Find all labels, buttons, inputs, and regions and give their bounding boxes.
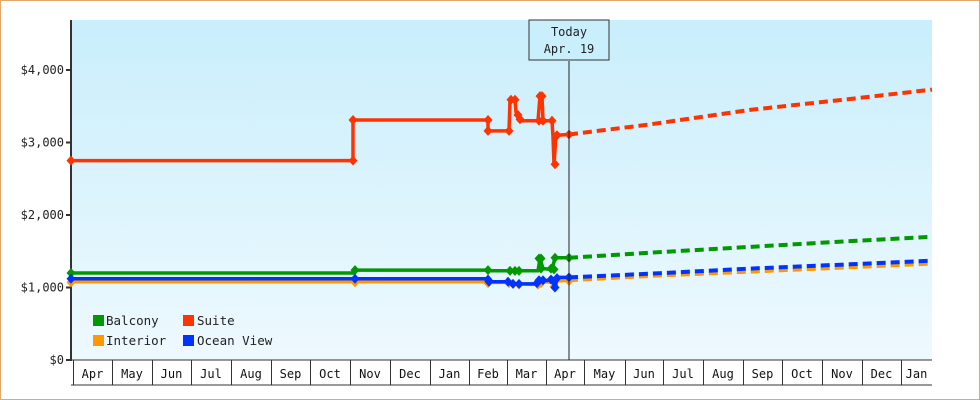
data-point-marker[interactable] — [66, 155, 76, 166]
data-point-marker[interactable] — [515, 114, 525, 125]
projection-line — [568, 258, 933, 280]
data-point-marker[interactable] — [348, 115, 358, 126]
month-label: Jun — [161, 367, 183, 381]
month-label: Jul — [672, 367, 694, 381]
data-point-marker[interactable] — [483, 115, 493, 126]
data-point-marker[interactable] — [552, 273, 562, 284]
data-point-marker[interactable] — [546, 274, 556, 285]
data-point-marker[interactable] — [514, 265, 524, 276]
data-point-marker[interactable] — [537, 91, 547, 102]
data-point-marker[interactable] — [510, 94, 520, 105]
series-balcony — [66, 234, 933, 278]
y-axis: $0 $1,000 $2,000 $3,000 $4,000 — [21, 20, 72, 367]
y-tick-label: $4,000 — [21, 63, 64, 77]
legend-label-suite: Suite — [197, 313, 235, 328]
x-axis: Apr May Jun Jul Aug Sep Oct Nov Dec Jan Feb Mar Apr M… — [70, 359, 932, 386]
y-tick-label: $1,000 — [21, 281, 64, 295]
month-label: Sep — [280, 367, 302, 381]
data-point-marker[interactable] — [505, 265, 515, 276]
month-label: Oct — [791, 367, 813, 381]
y-tick-label: $0 — [50, 353, 64, 367]
data-point-marker[interactable] — [483, 265, 493, 276]
month-label: Jun — [633, 367, 655, 381]
data-point-marker[interactable] — [350, 273, 360, 284]
month-label: Sep — [752, 367, 774, 381]
month-label: Apr — [554, 367, 576, 381]
data-point-marker[interactable] — [547, 115, 557, 126]
projection-line — [568, 234, 933, 260]
today-box — [528, 19, 610, 61]
data-point-marker[interactable] — [484, 276, 494, 287]
y-tick-label: $2,000 — [21, 208, 64, 222]
month-label: May — [594, 367, 616, 381]
projection-line — [568, 87, 933, 137]
today-label: Today — [551, 25, 587, 39]
legend-swatch-suite — [183, 315, 194, 326]
month-label: Apr — [82, 367, 104, 381]
data-point-marker[interactable] — [350, 265, 360, 276]
data-point-marker[interactable] — [483, 125, 493, 136]
legend-label-ocean-view: Ocean View — [197, 333, 273, 348]
data-point-marker[interactable] — [504, 125, 514, 136]
month-label: Nov — [359, 367, 381, 381]
today-date: Apr. 19 — [544, 42, 595, 56]
month-label: Dec — [399, 367, 421, 381]
data-point-marker[interactable] — [550, 282, 560, 293]
legend-label-balcony: Balcony — [106, 313, 159, 328]
data-point-marker[interactable] — [550, 252, 560, 263]
y-tick-label: $3,000 — [21, 136, 64, 150]
data-point-marker[interactable] — [66, 268, 76, 278]
data-point-marker[interactable] — [538, 115, 548, 126]
month-label: Oct — [319, 367, 341, 381]
series-suite — [66, 87, 933, 170]
month-label: Aug — [712, 367, 734, 381]
series-layer — [66, 87, 933, 293]
legend-swatch-balcony — [93, 315, 104, 326]
month-label: Feb — [477, 367, 499, 381]
month-label: Jan — [906, 367, 928, 381]
month-label: Dec — [871, 367, 893, 381]
legend-swatch-interior — [93, 335, 104, 346]
series-ocean-view — [66, 258, 933, 293]
data-point-marker[interactable] — [536, 253, 546, 264]
data-point-marker[interactable] — [508, 278, 518, 289]
projection-line — [568, 261, 933, 283]
today-marker: Today Apr. 19 — [528, 19, 610, 360]
data-point-marker[interactable] — [550, 159, 560, 170]
data-point-marker[interactable] — [552, 130, 562, 141]
data-point-marker[interactable] — [348, 155, 358, 166]
month-label: Mar — [516, 367, 538, 381]
legend: Balcony Suite Interior Ocean View — [93, 313, 273, 348]
month-label: Aug — [240, 367, 262, 381]
month-label: Jan — [439, 367, 461, 381]
data-point-marker[interactable] — [538, 275, 548, 286]
month-label: Jul — [200, 367, 222, 381]
data-point-marker[interactable] — [549, 264, 559, 275]
month-label: Nov — [831, 367, 853, 381]
plot-area — [72, 20, 932, 360]
data-point-marker[interactable] — [66, 273, 76, 284]
month-label: May — [121, 367, 143, 381]
data-point-marker[interactable] — [536, 263, 546, 274]
data-point-marker[interactable] — [514, 278, 524, 289]
legend-label-interior: Interior — [106, 333, 167, 348]
legend-swatch-ocean-view — [183, 335, 194, 346]
